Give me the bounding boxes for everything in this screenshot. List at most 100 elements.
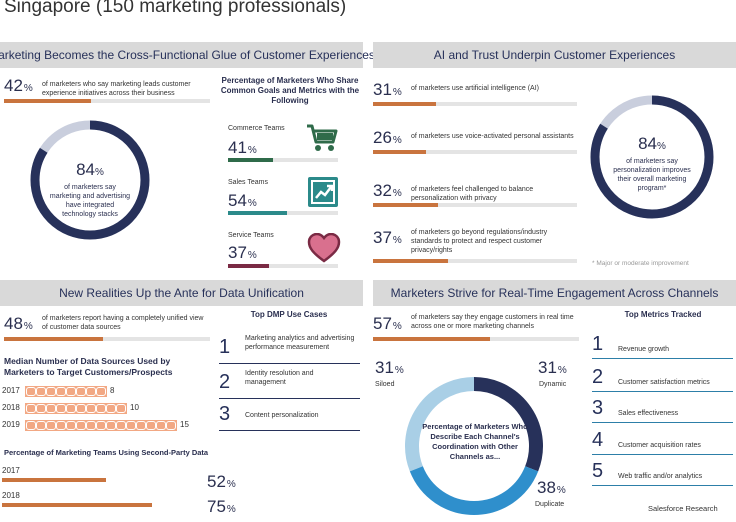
second-party-percent: 75% — [207, 497, 236, 517]
dmp-divider — [219, 363, 360, 364]
team-fill-sales — [228, 211, 288, 215]
panel3-stat-percent: 48% — [4, 314, 33, 333]
source-unit — [66, 421, 76, 430]
dmp-text: Identity resolution and management — [245, 370, 314, 386]
panel2-stat-percent: 26% — [373, 128, 402, 148]
metric-divider — [592, 358, 733, 359]
donut-value-dynamic: 31% — [538, 358, 567, 377]
second-party-percent: 52% — [207, 472, 236, 492]
channel-coordination-donut — [405, 377, 543, 515]
team-bar-sales — [228, 211, 338, 215]
source-value: 10 — [130, 403, 139, 412]
panel2-stat-fill — [373, 150, 427, 154]
panel2-ring-arc — [590, 95, 714, 219]
dmp-number: 3 — [219, 403, 231, 425]
panel2-stat-text: of marketers go beyond regulations/indus… — [411, 229, 548, 254]
heart-icon — [307, 233, 341, 263]
panel3-stat-text: of marketers report having a completely … — [42, 315, 204, 331]
metric-number: 4 — [592, 429, 604, 451]
panel2-stat-value: 32 — [373, 181, 392, 200]
panel4-stat-percent: 57% — [373, 314, 402, 333]
metric-text: Web traffic and/or analytics — [618, 473, 703, 480]
team-bar-commerce — [228, 158, 338, 162]
panel2-stat-unit: % — [392, 87, 402, 98]
source-unit — [56, 387, 66, 396]
source-unit — [66, 404, 76, 413]
panel2-stat-unit: % — [392, 135, 402, 146]
source-unit — [106, 421, 116, 430]
source-unit — [86, 404, 96, 413]
source-unit — [36, 421, 46, 430]
source-unit — [66, 387, 76, 396]
metric-text: Customer satisfaction metrics — [618, 379, 710, 386]
shopping-cart-icon — [307, 124, 338, 151]
second-party-fill — [2, 503, 152, 507]
panel2-stat-bar — [373, 203, 577, 207]
growth-chart-icon — [308, 177, 338, 207]
panel2-footnote: * Major or moderate improvement — [592, 260, 689, 267]
second-party-unit: % — [226, 504, 236, 515]
source-unit — [26, 404, 36, 413]
panel1-stat1-text: of marketers who say marketing leads cus… — [42, 81, 191, 97]
panel2-header: AI and Trust Underpin Customer Experienc… — [373, 42, 736, 68]
second-party-value: 75 — [207, 497, 226, 516]
dmp-divider — [219, 398, 360, 399]
panel4-stat-text: of marketers say they engage customers i… — [411, 314, 574, 330]
panel1-ring-label: 84% of marketers say marketing and adver… — [49, 160, 131, 218]
team-label-service: Service Teams — [228, 232, 274, 239]
source-unit — [56, 404, 66, 413]
metric-divider — [592, 391, 733, 392]
panel3-header: New Realities Up the Ante for Data Unifi… — [0, 280, 363, 306]
source-unit — [46, 404, 56, 413]
team-percent-commerce: 41% — [228, 138, 257, 157]
page-title: Singapore (150 marketing professionals) — [4, 0, 347, 17]
source-unit — [106, 404, 116, 413]
source-credit: Salesforce Research — [648, 504, 718, 513]
source-year: 2019 — [2, 420, 20, 429]
source-unit — [56, 421, 66, 430]
panel2-ring — [590, 95, 714, 219]
source-unit — [96, 421, 106, 430]
panel2-stat-value: 37 — [373, 228, 392, 247]
dmp-text: Content personalization — [245, 412, 319, 419]
source-bar — [25, 403, 127, 414]
panel1-stat1-fill — [4, 99, 91, 103]
donut-label-duplicate: Duplicate — [535, 501, 565, 508]
panel2-stat-text: of marketers use voice-activated persona… — [411, 133, 574, 140]
panel2-stat-bar — [373, 150, 577, 154]
donut-label-siloed: Siloed — [375, 381, 395, 388]
source-unit — [36, 387, 46, 396]
source-bar — [25, 420, 177, 431]
team-percent-sales: 54% — [228, 191, 257, 210]
donut-segment-siloed — [405, 377, 475, 472]
source-year: 2018 — [2, 403, 20, 412]
dmp-number: 2 — [219, 371, 231, 393]
panel2-stat-percent: 31% — [373, 80, 402, 100]
panel4-stat-bar — [373, 337, 579, 341]
donut-segment-duplicate — [409, 466, 539, 515]
metric-number: 3 — [592, 397, 604, 419]
panel3-stat-bar — [4, 337, 210, 341]
second-party-year: 2017 — [2, 466, 20, 475]
second-party-title: Percentage of Marketing Teams Using Seco… — [4, 448, 209, 457]
panel1-stat1-percent: 42% — [4, 76, 33, 95]
source-unit — [146, 421, 156, 430]
second-party-bar — [2, 478, 202, 482]
team-fill-commerce — [228, 158, 274, 162]
panel1-ring — [30, 120, 150, 240]
second-party-year: 2018 — [2, 491, 20, 500]
team-bar-service — [228, 264, 338, 268]
source-value: 15 — [180, 420, 189, 429]
source-bar — [25, 386, 107, 397]
metric-number: 1 — [592, 333, 604, 355]
panel2-stat-unit: % — [392, 235, 402, 246]
panel2-stat-text: of marketers feel challenged to balance … — [411, 186, 534, 202]
donut-label-dynamic: Dynamic — [539, 381, 567, 388]
source-unit — [76, 421, 86, 430]
dmp-divider — [219, 430, 360, 431]
source-unit — [116, 404, 126, 413]
metric-divider — [592, 454, 733, 455]
team-fill-service — [228, 264, 269, 268]
source-unit — [116, 421, 126, 430]
second-party-value: 52 — [207, 472, 226, 491]
